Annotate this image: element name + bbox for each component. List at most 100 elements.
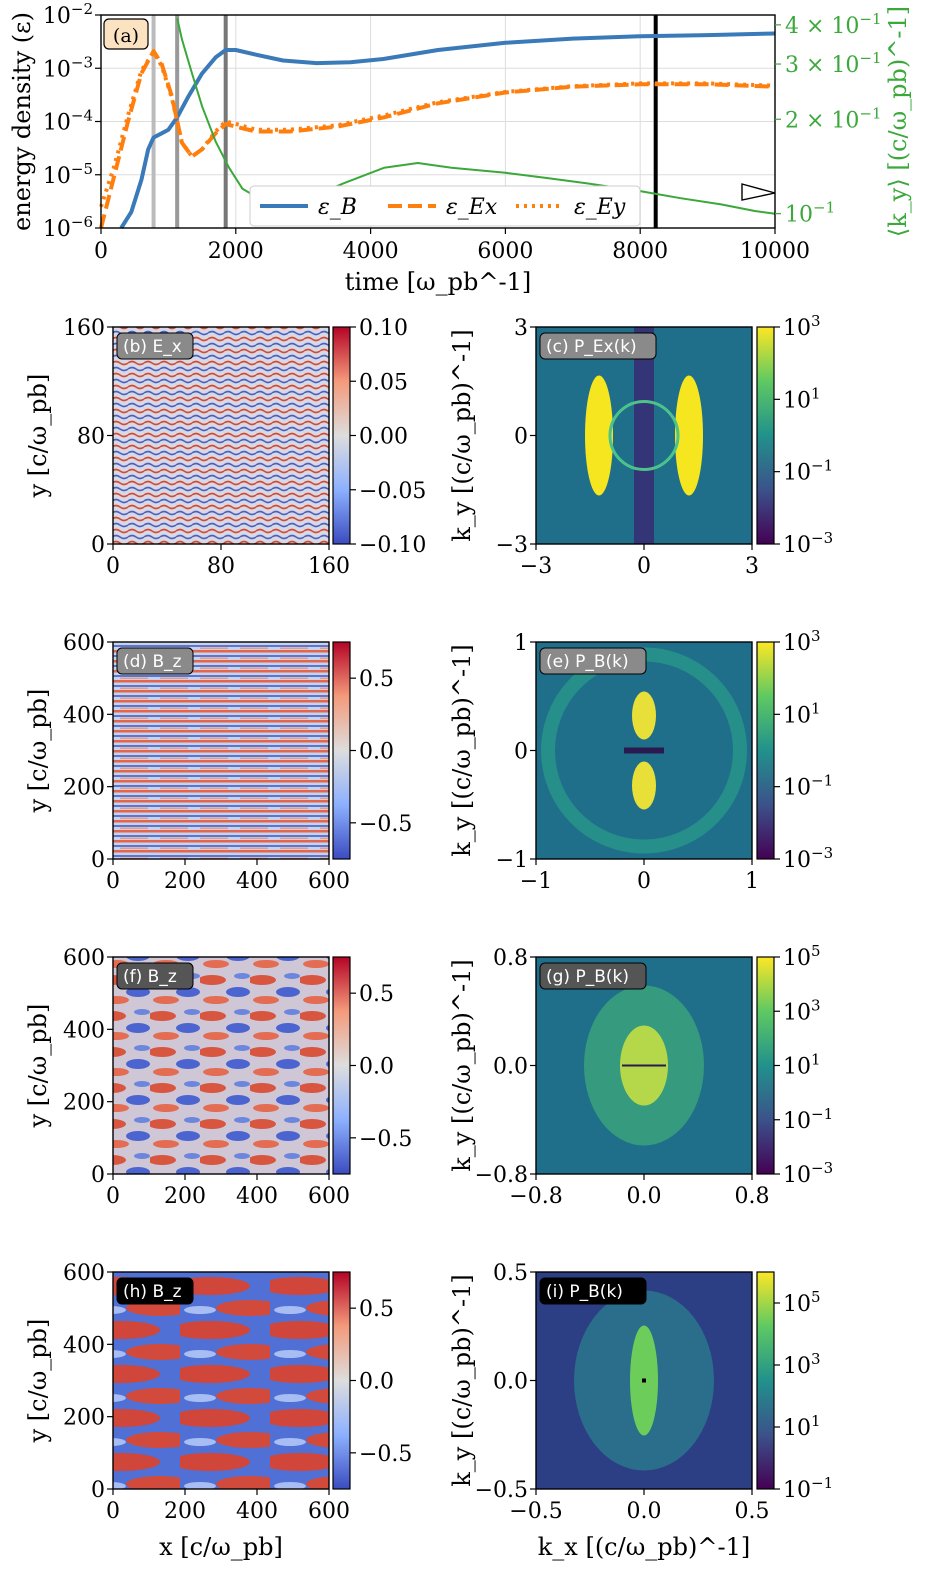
colorbar	[332, 1271, 351, 1490]
y-axis-label: k_y [(c/ω_pb)^-1]	[448, 329, 476, 542]
colorbar-tick-label: −0.5	[359, 812, 412, 837]
colorbar	[332, 956, 351, 1175]
panel-h: 0 200 400 600 0 200 400 600 y [c/ω_pb]x [c/ω_pb]…	[24, 1261, 412, 1561]
y-tick-label: 10−4	[43, 107, 93, 136]
x-tick-label: 400	[236, 1499, 278, 1524]
panel-tag-label: (e) P_B(k)	[546, 652, 629, 672]
panel-tag-label: (b) E_x	[123, 337, 182, 357]
spectrum-lobe	[632, 761, 656, 810]
legend-label-1: ε_Ex	[446, 195, 498, 220]
colorbar-tick-label: 103	[783, 627, 821, 656]
colorbar-tick-label: 0.00	[359, 425, 408, 450]
legend-label-0: ε_B	[318, 195, 357, 220]
colorbar-tick-label: 0.0	[359, 740, 394, 765]
panel-tag-label: (g) P_B(k)	[546, 967, 629, 987]
colorbar-tick-label: 103	[783, 312, 821, 341]
y-tick-label: 0	[91, 1478, 105, 1503]
colorbar-tick-label: 10−1	[783, 772, 833, 801]
panel-tag-label: (c) P_Ex(k)	[546, 337, 637, 357]
panel-f: 0 200 400 600 0 200 400 600 y [c/ω_pb] (f) B_z 0.5…	[24, 946, 412, 1209]
y-tick-label: 1	[514, 631, 528, 656]
y-tick-label: 0.8	[493, 946, 528, 971]
x-tick-label: 0.0	[627, 1499, 662, 1524]
y-right-tick-label: 4 × 10−1	[785, 10, 882, 39]
panel-e: −1 0 1 −1 0 1 k_y [(c/ω_pb)^-1] (e) P_B(k) 103 10…	[448, 627, 833, 894]
colorbar-tick-label: 101	[783, 384, 821, 413]
panel-tag-box	[116, 332, 194, 360]
y-right-tick-label: 2 × 10−1	[785, 104, 882, 133]
y-tick-label: 10−5	[43, 160, 93, 189]
series-line-3	[176, 17, 776, 215]
colorbar-tick-label: 0.5	[359, 667, 394, 692]
x-tick-label: 200	[164, 1184, 206, 1209]
colorbar-tick-label: −0.05	[359, 479, 426, 504]
y-tick-label: 0.0	[493, 1370, 528, 1395]
colorbar-tick-label: 0.0	[359, 1370, 394, 1395]
x-tick-label: 2000	[208, 239, 264, 264]
legend-label-2: ε_Ey	[574, 195, 626, 220]
x-tick-label: 400	[236, 869, 278, 894]
y-tick-label: −0.8	[475, 1163, 528, 1188]
colorbar-tick-label: 0.5	[359, 1297, 394, 1322]
spectrum-dark-band	[634, 327, 654, 544]
series-line-0	[119, 31, 776, 230]
colorbar-tick-label: 0.05	[359, 370, 408, 395]
y-tick-label: 200	[63, 1406, 105, 1431]
y-tick-label: 200	[63, 1091, 105, 1116]
x-axis-label: k_x [(c/ω_pb)^-1]	[538, 1533, 750, 1561]
colorbar-tick-label: 101	[783, 1412, 821, 1441]
panel-tag-label: (h) B_z	[123, 1282, 182, 1302]
panel-a-label-box	[103, 18, 149, 50]
x-tick-label: 0	[106, 1184, 120, 1209]
panel-tag-label: (d) B_z	[123, 652, 182, 672]
legend: ε_B ε_Ex ε_Ey	[249, 185, 641, 227]
y-tick-label: 0.5	[493, 1261, 528, 1286]
x-tick-label: 0	[94, 239, 108, 264]
colorbar-tick-label: 10−1	[783, 457, 833, 486]
y-tick-label: −3	[496, 533, 528, 558]
y-axis-label: y [c/ω_pb]	[24, 1004, 52, 1129]
panel-a-label: (a)	[113, 25, 139, 47]
x-tick-label: −0.8	[509, 1184, 562, 1209]
y-right-tick-label: 3 × 10−1	[785, 49, 882, 78]
panel-tag-box	[539, 962, 647, 990]
panel-tag-box	[539, 1277, 647, 1305]
x-tick-label: 80	[207, 554, 235, 579]
colorbar-tick-label: −0.5	[359, 1127, 412, 1152]
y-axis-label: y [c/ω_pb]	[24, 689, 52, 814]
y-tick-label: 0	[514, 425, 528, 450]
panel-a-energy-plot: 0 2000 4000 6000 8000 10000 10−6 10−5 10−4 10−3 10…	[8, 0, 912, 296]
panel-i: −0.5 0.0 0.5 −0.5 0.0 0.5 k_y [(c/ω_pb)^-1] k_x…	[448, 1261, 833, 1561]
spectrum-lobe	[675, 375, 703, 496]
colorbar-tick-label: 10−1	[783, 1474, 833, 1503]
x-tick-label: 0.0	[627, 1184, 662, 1209]
y-tick-label: 400	[63, 1018, 105, 1043]
y-tick-label: 0	[91, 1163, 105, 1188]
y-tick-label: −0.5	[475, 1478, 528, 1503]
y-tick-label: 80	[77, 425, 105, 450]
heatmap-image	[113, 957, 329, 1174]
x-tick-label: 0.5	[735, 1499, 770, 1524]
heatmap-frame	[112, 1271, 330, 1490]
colorbar	[756, 956, 775, 1175]
y-tick-label: 400	[63, 1333, 105, 1358]
panel-tag-box	[539, 647, 647, 675]
panel-tag-box	[116, 647, 194, 675]
x-axis-label: time [ω_pb^-1]	[345, 268, 531, 296]
x-tick-label: 600	[308, 1499, 350, 1524]
x-tick-label: 3	[745, 554, 759, 579]
panel-tag-label: (f) B_z	[123, 967, 177, 987]
colorbar-tick-label: 10−3	[783, 529, 833, 558]
x-tick-label: 6000	[477, 239, 533, 264]
x-tick-label: −0.5	[509, 1499, 562, 1524]
colorbar-tick-label: 105	[783, 942, 821, 971]
arrow-icon	[741, 183, 776, 201]
colorbar	[332, 326, 351, 545]
colorbar-tick-label: 0.5	[359, 982, 394, 1007]
panel-c: −3 0 3 −3 0 3 k_y [(c/ω_pb)^-1] (c) P_Ex(k) 103 1…	[448, 312, 833, 579]
y-tick-label: 10−2	[43, 0, 93, 29]
colorbar-tick-label: 10−3	[783, 1159, 833, 1188]
y-tick-label: 600	[63, 631, 105, 656]
y-tick-label: 10−3	[43, 53, 93, 82]
